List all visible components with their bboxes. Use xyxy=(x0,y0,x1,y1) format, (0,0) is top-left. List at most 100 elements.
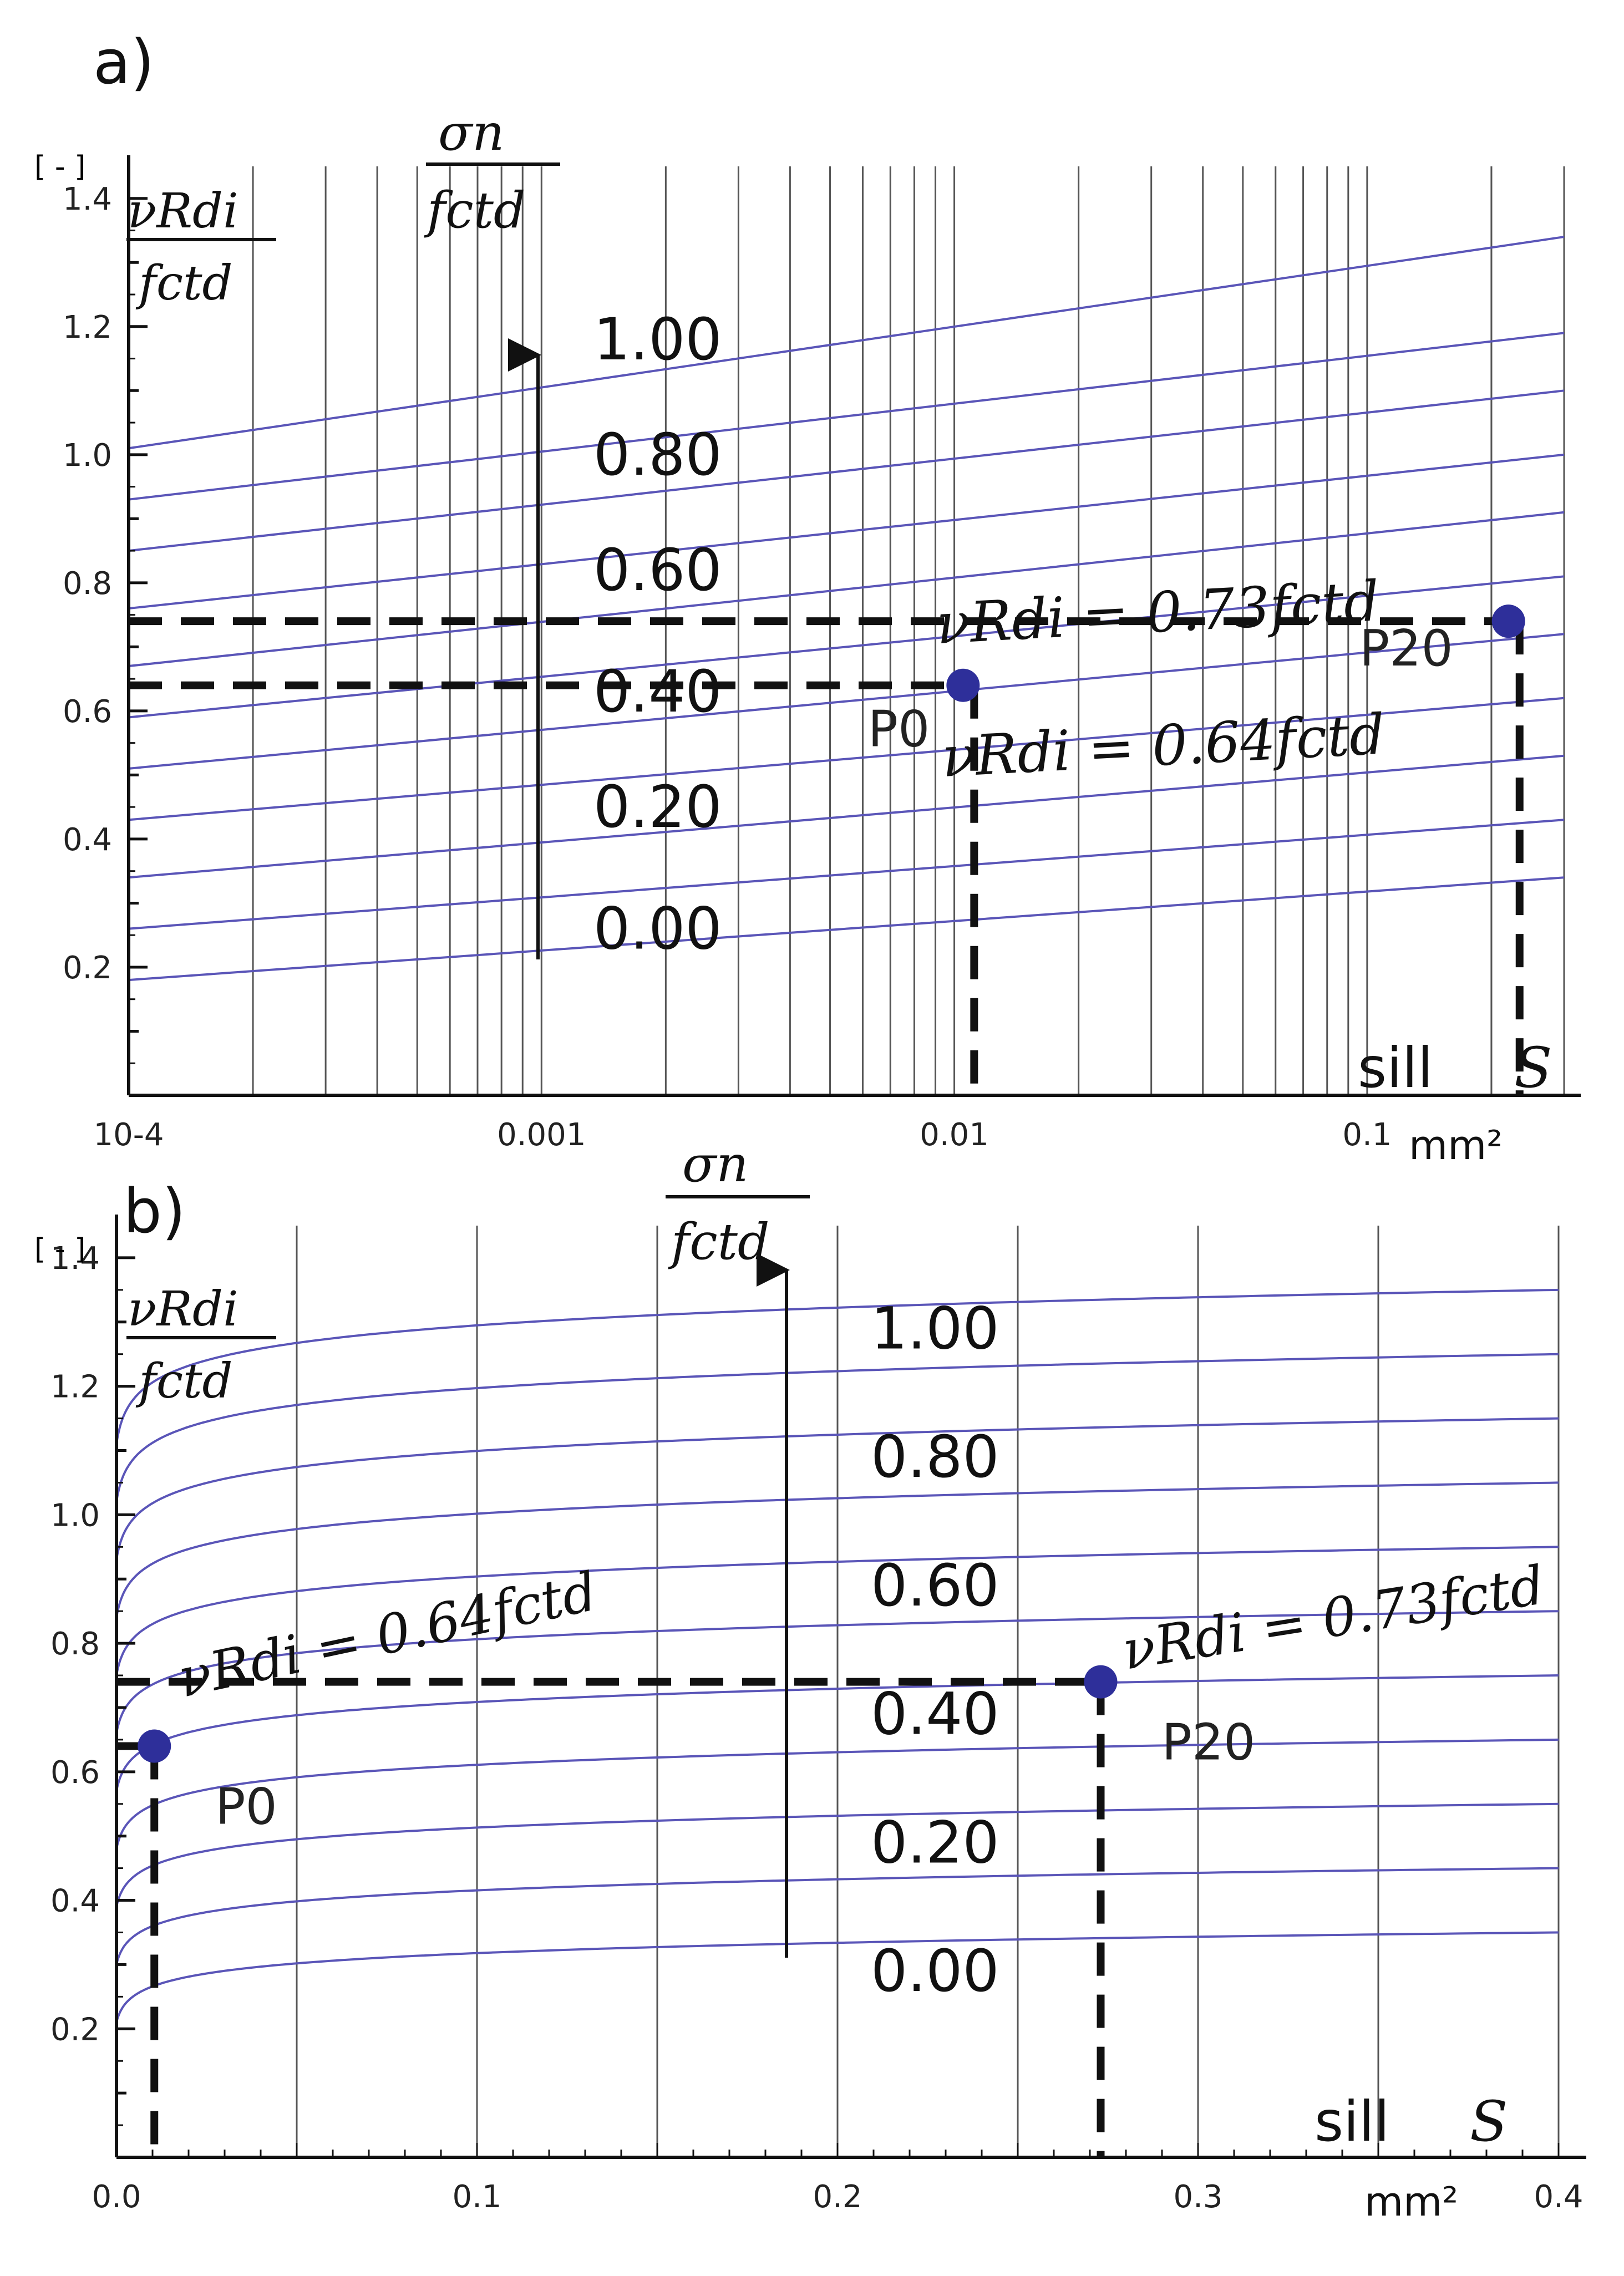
y-tick-label-a: 0.2 xyxy=(63,950,112,986)
x-unit-b: mm² xyxy=(1364,2178,1458,2225)
param-label-numerator-b: σn xyxy=(682,1135,748,1193)
y-tick-label-a: 1.4 xyxy=(63,181,112,217)
x-tick-label-a: 0.01 xyxy=(920,1117,989,1153)
curve-label-a: 0.00 xyxy=(593,895,722,963)
curve-label-a: 0.40 xyxy=(593,658,722,725)
axes-a xyxy=(127,155,1581,1097)
y-tick-label-b: 1.2 xyxy=(50,1369,100,1405)
s-label-b: S xyxy=(1470,2089,1508,2154)
curve-sigma-9-b xyxy=(115,1353,1559,1502)
curve-label-a: 1.00 xyxy=(593,306,722,373)
dashed-guides-a xyxy=(129,617,1524,1095)
y-tick-label-b: 0.8 xyxy=(50,1626,100,1662)
point-label-b: P0 xyxy=(215,1777,277,1836)
points-a: P0 P20 xyxy=(868,604,1525,759)
curve-sigma-5-b xyxy=(115,1610,1559,1734)
curve-sigma-5-a xyxy=(128,575,1565,719)
curve-sigma-1-a xyxy=(128,819,1565,930)
panel-label-a: a) xyxy=(93,27,154,98)
x-tick-label-b: 0.4 xyxy=(1534,2179,1583,2215)
curve-label-a: 0.60 xyxy=(593,536,722,604)
curve-sigma-2-a xyxy=(128,754,1565,879)
x-unit-a: mm² xyxy=(1409,1122,1503,1169)
curve-label-b: 0.60 xyxy=(871,1552,999,1619)
curves-a xyxy=(128,236,1565,982)
x-tick-label-b: 0.1 xyxy=(452,2179,501,2215)
svg-text:νRdi = 0.73fctd: νRdi = 0.73fctd xyxy=(1118,1554,1548,1682)
curve-sigma-3-a xyxy=(128,697,1565,821)
svg-text:νRdi = 0.73fctd: νRdi = 0.73fctd xyxy=(935,568,1381,657)
point-label-b: P20 xyxy=(1162,1714,1256,1772)
grid-a xyxy=(128,166,1565,1095)
curve-label-b: 0.00 xyxy=(871,1937,999,2005)
annotation-064-a: νRdi = 0.64fctd xyxy=(940,702,1386,790)
y-tick-label-a: 0.4 xyxy=(63,822,112,858)
param-label-numerator-a: σn xyxy=(438,104,504,162)
param-label-denominator-a: fctd xyxy=(424,181,526,240)
dashed-guides-b xyxy=(116,1678,1105,2157)
x-tick-labels-b: 0.0 0.1 0.2 0.3 0.4 xyxy=(92,2179,1583,2215)
y-tick-labels-a: 0.2 0.4 0.6 0.8 1.0 1.2 1.4 xyxy=(63,181,112,986)
y-tick-label-b: 0.4 xyxy=(50,1883,100,1919)
curve-label-b: 0.40 xyxy=(871,1680,999,1748)
x-tick-label-b: 0.3 xyxy=(1173,2179,1222,2215)
ylabel-denominator-b: fctd xyxy=(135,1354,233,1409)
s-label-a: S xyxy=(1514,1035,1552,1100)
ylabel-numerator-a: νRdi xyxy=(128,184,238,239)
y-tick-label-b: 1.0 xyxy=(50,1497,100,1533)
curve-label-b: 0.80 xyxy=(871,1423,999,1491)
sill-label-a: sill xyxy=(1358,1035,1433,1100)
sill-label-b: sill xyxy=(1315,2089,1389,2154)
curve-sigma-4-a xyxy=(128,633,1565,770)
curve-sigma-8-a xyxy=(128,389,1565,552)
x-tick-label-a: 0.001 xyxy=(497,1117,586,1153)
panel-label-b: b) xyxy=(123,1176,186,1247)
y-tick-label-a: 1.0 xyxy=(63,438,112,474)
y-tick-label-a: 1.2 xyxy=(63,309,112,346)
curve-label-b: 0.20 xyxy=(871,1808,999,1876)
param-label-denominator-b: fctd xyxy=(668,1213,770,1271)
y-tick-label-b: 0.6 xyxy=(50,1755,100,1791)
annotation-073-a: νRdi = 0.73fctd xyxy=(935,568,1381,657)
curve-sigma-8-b xyxy=(115,1417,1559,1560)
data-point-P20-b xyxy=(1084,1665,1118,1699)
data-point-P20-a xyxy=(1491,604,1525,638)
y-unit-a: [ - ] xyxy=(34,150,85,184)
point-label-a: P20 xyxy=(1359,619,1453,678)
points-b: P0 P20 xyxy=(138,1665,1255,1836)
x-tick-label-b: 0.0 xyxy=(92,2179,141,2215)
curve-sigma-7-a xyxy=(128,453,1565,610)
x-tick-label-a: 10-4 xyxy=(93,1117,164,1153)
annotation-073-b: νRdi = 0.73fctd xyxy=(1118,1554,1548,1682)
curve-sigma-9-a xyxy=(128,332,1565,501)
curve-sigma-7-b xyxy=(115,1481,1559,1618)
x-tick-label-a: 0.1 xyxy=(1342,1117,1392,1153)
curve-labels-b: 1.00 0.80 0.60 0.40 0.20 0.00 xyxy=(871,1294,999,2005)
y-tick-labels-b: 0.2 0.4 0.6 0.8 1.0 1.2 1.4 xyxy=(50,1241,100,2048)
y-tick-label-b: 0.2 xyxy=(50,2011,100,2048)
x-tick-label-b: 0.2 xyxy=(813,2179,862,2215)
curve-label-a: 0.20 xyxy=(593,773,722,841)
chart-panel-a: 0.2 0.4 0.6 0.8 1.0 1.2 1.4 10-4 0.001 0.01 0.1 1… xyxy=(34,27,1581,1169)
svg-text:νRdi = 0.64fctd: νRdi = 0.64fctd xyxy=(940,702,1386,790)
curve-labels-a: 1.00 0.80 0.60 0.40 0.20 0.00 xyxy=(593,306,722,963)
y-tick-label-b: 1.4 xyxy=(50,1241,100,1277)
curve-sigma-10-a xyxy=(128,236,1565,450)
curve-label-a: 0.80 xyxy=(593,421,722,489)
curve-sigma-10-b xyxy=(115,1288,1559,1445)
data-point-P0-b xyxy=(138,1729,171,1763)
point-label-a: P0 xyxy=(868,700,930,759)
ylabel-denominator-a: fctd xyxy=(135,256,233,311)
y-unit-b: [ - ] xyxy=(34,1233,85,1266)
curve-sigma-0-a xyxy=(128,876,1565,982)
grid-b xyxy=(296,1226,1560,2157)
axes-b xyxy=(115,1215,1586,2159)
x-tick-labels-a: 10-4 0.001 0.01 0.1 xyxy=(93,1117,1392,1153)
curve-sigma-6-b xyxy=(115,1546,1559,1676)
chart-panel-b: 0.2 0.4 0.6 0.8 1.0 1.2 1.4 0.0 0.1 0.2 0.3 0.4 1.… xyxy=(34,1135,1586,2225)
y-tick-label-a: 0.6 xyxy=(63,694,112,730)
curve-sigma-6-a xyxy=(128,511,1565,668)
data-point-P0-a xyxy=(946,668,980,702)
ylabel-numerator-b: νRdi xyxy=(128,1282,238,1337)
